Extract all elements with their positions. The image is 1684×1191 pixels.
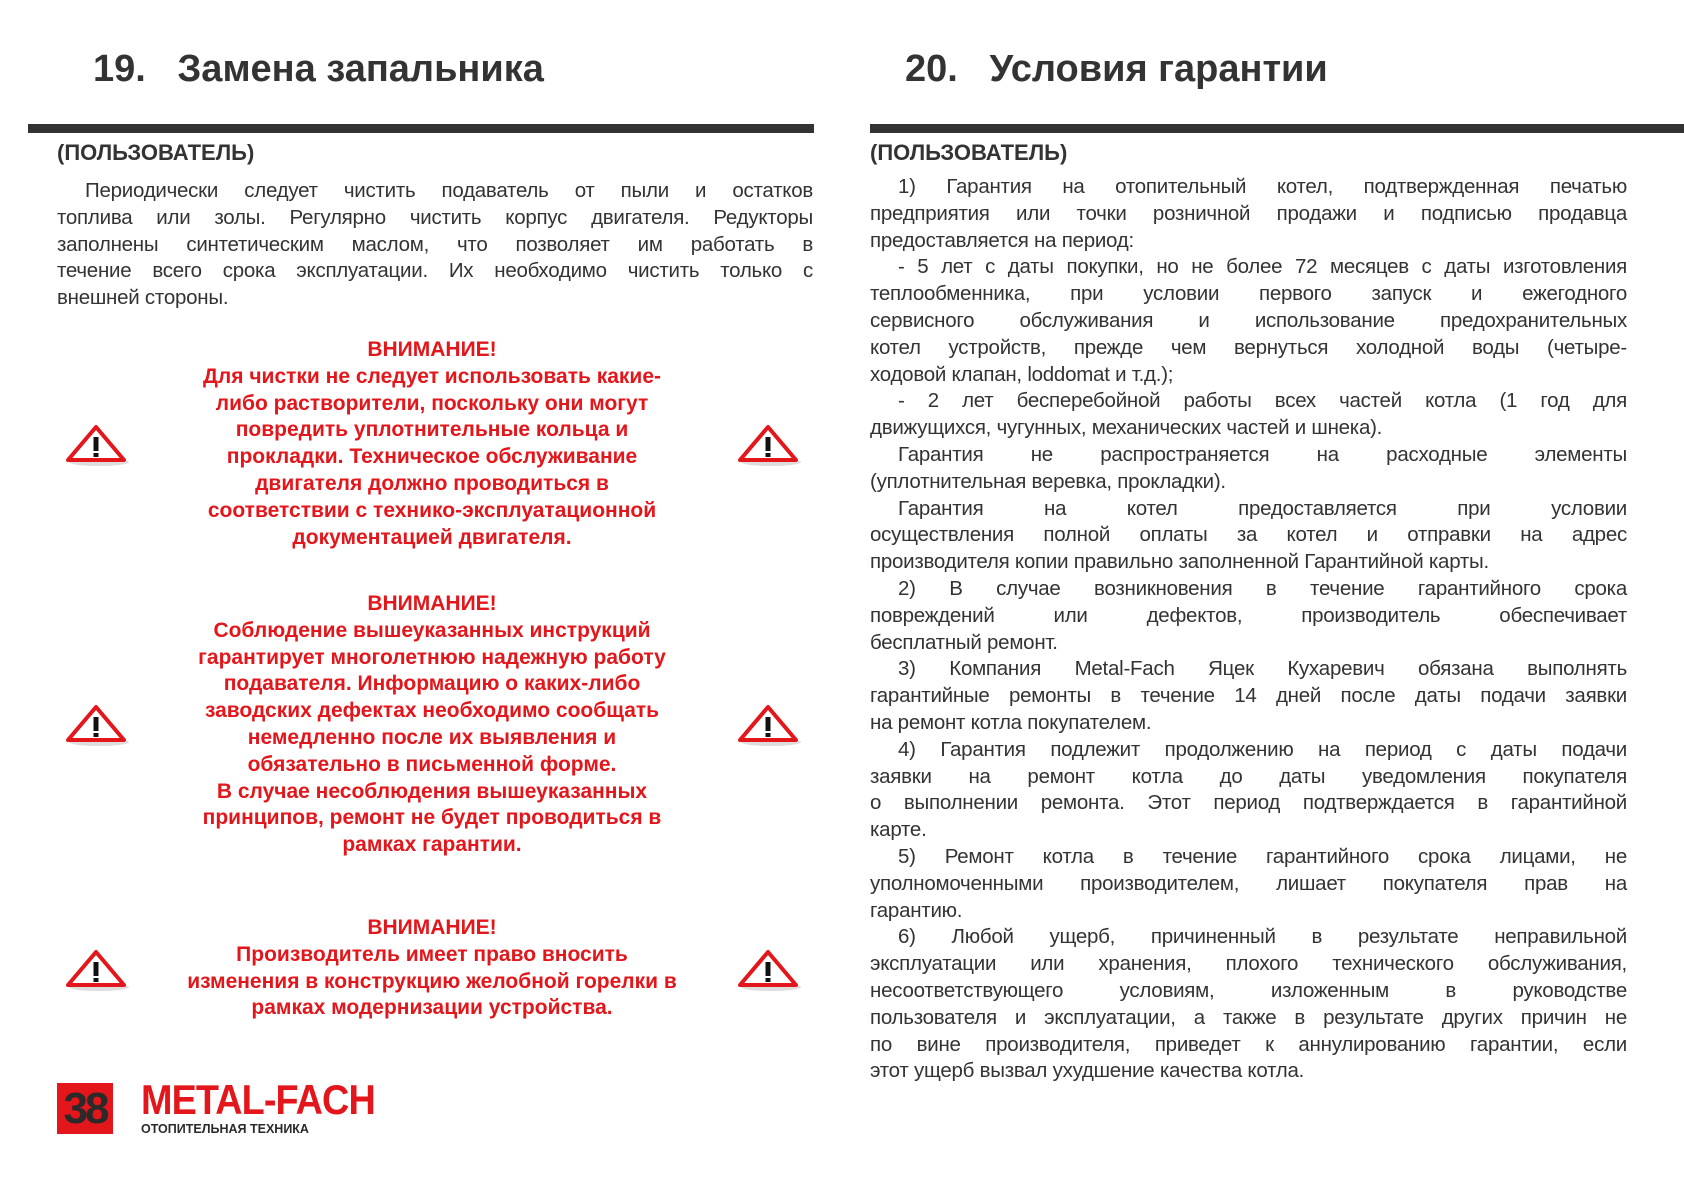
text-line: ходовой клапан, loddomat и т.д.); xyxy=(870,362,1174,386)
warranty-paragraph: - 5 лет с даты покупки, но не более 72 м… xyxy=(870,254,1627,388)
text-line: уполномоченными производителем, лишает п… xyxy=(870,871,1627,895)
warranty-paragraph: 2) В случае возникновения в течение гара… xyxy=(870,576,1627,656)
text-line: 6) Любой ущерб, причиненный в результате… xyxy=(898,925,1627,949)
text-line: заполнены синтетическим маслом, что позв… xyxy=(57,232,813,256)
text-line: предоставляется на период: xyxy=(870,228,1134,252)
text-line: предприятия или точки розничной продажи … xyxy=(870,201,1627,225)
warning-triangle-icon xyxy=(738,949,802,993)
text-line: 5) Ремонт котла в течение гарантийного с… xyxy=(898,844,1627,868)
section-20-title: 20. Условия гарантии xyxy=(905,48,1328,90)
warranty-paragraph: Гарантия на котел предоставляется при ус… xyxy=(870,496,1627,576)
text-line: на ремонт котла покупателем. xyxy=(870,710,1152,734)
warning-triangle-icon xyxy=(66,704,130,748)
warning-heading: ВНИМАНИЕ! xyxy=(367,338,497,361)
text-line: повреждений или дефектов, производитель … xyxy=(870,603,1627,627)
warning-triangle-icon xyxy=(738,424,802,468)
brand-tagline: ОТОПИТЕЛЬНАЯ ТЕХНИКА xyxy=(141,1122,309,1136)
text-line: производителя копии правильно заполненно… xyxy=(870,550,1489,574)
audience-label-right: (ПОЛЬЗОВАТЕЛЬ) xyxy=(870,140,1068,165)
warning-triangle-icon xyxy=(738,704,802,748)
warning-triangle-icon xyxy=(66,949,130,993)
section-divider-right xyxy=(870,124,1684,133)
text-line: о выполнении ремонта. Этот период подтве… xyxy=(870,791,1627,815)
text-line: 3) Компания Metal-Fach Яцек Кухаревич об… xyxy=(898,657,1627,681)
warranty-paragraph: 4) Гарантия подлежит продолжению на пери… xyxy=(870,737,1627,844)
warning-block: ВНИМАНИЕ! Производитель имеет право вноси… xyxy=(140,915,724,1022)
page-number: 38 xyxy=(57,1083,113,1134)
warning-text-line: повредить уплотнительные кольца и xyxy=(235,418,629,442)
text-line: пользователя и эксплуатации, а также в р… xyxy=(870,1005,1627,1029)
warning-text-line: Производитель имеет право вносить xyxy=(236,942,628,966)
text-line: 1) Гарантия на отопительный котел, подтв… xyxy=(898,175,1627,198)
text-line: (уплотнительная веревка, прокладки). xyxy=(870,469,1226,493)
text-line: эксплуатации или хранения, плохого техни… xyxy=(870,952,1627,976)
warning-text-line: гарантирует многолетнюю надежную работу xyxy=(198,645,666,669)
warranty-paragraph: - 2 лет бесперебойной работы всех частей… xyxy=(870,388,1627,442)
warning-text-line: принципов, ремонт не будет проводиться в xyxy=(202,806,662,830)
text-line: 4) Гарантия подлежит продолжению на пери… xyxy=(898,737,1627,761)
warranty-paragraph: 1) Гарантия на отопительный котел, подтв… xyxy=(870,174,1627,254)
warning-heading: ВНИМАНИЕ! xyxy=(367,916,497,939)
text-line: гарантийные ремонты в течение 14 дней по… xyxy=(870,684,1627,708)
warning-text-line: заводских дефектах необходимо сообщать xyxy=(204,699,660,723)
text-line: по вине производителя, приведет к аннули… xyxy=(870,1032,1627,1056)
audience-label-left: (ПОЛЬЗОВАТЕЛЬ) xyxy=(57,140,255,165)
text-line: бесплатный ремонт. xyxy=(870,630,1058,654)
brand-logo: METAL-FACH xyxy=(141,1076,376,1123)
warning-text-line: рамках гарантии. xyxy=(342,833,522,857)
warning-block: ВНИМАНИЕ! Для чистки не следует использов… xyxy=(140,337,724,551)
text-line: осуществления полной оплаты за котел и о… xyxy=(870,523,1627,547)
text-line: топлива или золы. Регулярно чистить корп… xyxy=(57,205,813,229)
warning-text-line: Соблюдение вышеуказанных инструкций xyxy=(213,618,651,642)
warning-text-line: изменения в конструкцию желобной горелки… xyxy=(187,969,677,993)
text-line: Периодически следует чистить подаватель … xyxy=(85,179,813,202)
text-line: Гарантия на котел предоставляется при ус… xyxy=(898,496,1627,520)
text-line: гарантию. xyxy=(870,898,963,922)
text-line: теплообменника, при условии первого запу… xyxy=(870,282,1627,306)
section-19-title: 19. Замена запальника xyxy=(93,48,544,90)
warning-text-line: подавателя. Информацию о каких-либо xyxy=(223,672,641,696)
warranty-paragraph: 6) Любой ущерб, причиненный в результате… xyxy=(870,924,1627,1085)
warning-text-line: рамках модернизации устройства. xyxy=(251,996,613,1020)
warning-block: ВНИМАНИЕ! Соблюдение вышеуказанных инстру… xyxy=(140,591,724,859)
left-paragraph: Периодически следует чистить подаватель … xyxy=(57,178,813,312)
warranty-conditions: 1) Гарантия на отопительный котел, подтв… xyxy=(870,174,1627,1085)
warning-text-line: прокладки. Техническое обслуживание xyxy=(226,445,638,469)
text-line: - 2 лет бесперебойной работы всех частей… xyxy=(898,389,1627,413)
text-line: несоответствующего условиям, изложенным … xyxy=(870,978,1627,1002)
warranty-paragraph: Гарантия не распространяется на расходны… xyxy=(870,442,1627,496)
warning-text-line: документацией двигателя. xyxy=(292,525,572,549)
warning-text-line: либо растворители, поскольку они могут xyxy=(215,391,649,415)
warning-text-line: двигателя должно проводиться в xyxy=(255,471,609,495)
text-line: этот ущерб вызвал ухудшение качества кот… xyxy=(870,1059,1305,1083)
warning-text-line: Для чистки не следует использовать какие… xyxy=(202,364,662,388)
warning-text-line: обязательно в письменной форме. xyxy=(247,752,617,776)
warning-triangle-icon xyxy=(66,424,130,468)
text-line: 2) В случае возникновения в течение гара… xyxy=(898,576,1627,600)
text-line: внешней стороны. xyxy=(57,286,229,310)
warranty-paragraph: 5) Ремонт котла в течение гарантийного с… xyxy=(870,844,1627,924)
warning-text-line: В случае несоблюдения вышеуказанных xyxy=(216,779,648,803)
warning-text-line: немедленно после их выявления и xyxy=(247,725,617,749)
text-line: сервисного обслуживания и использование … xyxy=(870,308,1627,332)
text-line: карте. xyxy=(870,818,927,842)
text-line: Гарантия не распространяется на расходны… xyxy=(898,442,1627,466)
text-line: - 5 лет с даты покупки, но не более 72 м… xyxy=(898,255,1627,279)
warning-text-line: соответствии с технико-эксплуатационной xyxy=(207,498,657,522)
text-line: котел устройств, прежде чем вернуться хо… xyxy=(870,335,1627,359)
warranty-paragraph: 3) Компания Metal-Fach Яцек Кухаревич об… xyxy=(870,656,1627,736)
section-divider-left xyxy=(28,124,814,133)
warning-heading: ВНИМАНИЕ! xyxy=(367,592,497,615)
text-line: течение всего срока эксплуатации. Их нео… xyxy=(57,259,813,283)
text-line: заявки на ремонт котла до даты уведомлен… xyxy=(870,764,1627,788)
text-line: движущихся, чугунных, механических часте… xyxy=(870,416,1383,440)
